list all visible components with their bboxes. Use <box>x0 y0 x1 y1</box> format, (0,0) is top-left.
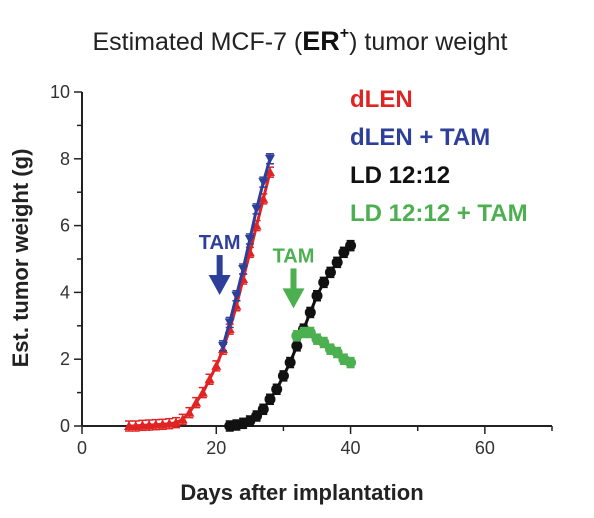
annotation-label: TAM <box>273 245 315 267</box>
data-point <box>304 326 316 338</box>
data-point <box>191 397 202 407</box>
data-point <box>244 234 255 244</box>
data-point <box>231 291 242 301</box>
legend: dLEN dLEN + TAM LD 12:12 LD 12:12 + TAM <box>350 86 528 227</box>
data-point <box>277 370 289 382</box>
data-point <box>338 246 350 258</box>
data-point <box>171 417 181 427</box>
data-point <box>184 407 195 417</box>
data-point <box>238 265 249 275</box>
data-point <box>318 337 330 348</box>
legend-entry: dLEN <box>350 86 413 113</box>
legend-entry: LD 12:12 <box>350 162 450 189</box>
data-point <box>291 340 303 352</box>
arrow-head <box>282 288 305 309</box>
data-point <box>345 240 357 252</box>
arrow-head <box>208 275 231 296</box>
y-tick-label: 10 <box>50 82 70 102</box>
data-point <box>204 374 215 384</box>
x-tick-label: 0 <box>77 438 87 458</box>
data-point <box>197 387 208 397</box>
y-tick-label: 6 <box>60 216 70 236</box>
x-tick-label: 40 <box>341 438 361 458</box>
x-tick-label: 60 <box>475 438 495 458</box>
data-point <box>150 419 161 429</box>
data-point <box>251 410 263 422</box>
data-point <box>311 290 323 302</box>
data-point <box>258 193 269 203</box>
series-ld-12-12-tam <box>291 326 357 369</box>
data-point <box>257 403 269 415</box>
series-dlen <box>124 166 275 432</box>
y-tick-label: 0 <box>60 416 70 436</box>
data-point <box>157 419 168 429</box>
tam-annotation: TAM <box>273 245 315 309</box>
data-point <box>331 256 343 268</box>
data-point <box>130 421 141 430</box>
series-ld-12-12 <box>224 239 357 432</box>
data-point <box>265 167 275 177</box>
data-point <box>218 341 228 351</box>
data-point <box>177 414 188 424</box>
y-tick-label: 4 <box>60 282 70 302</box>
data-point <box>345 357 357 369</box>
data-point <box>318 276 330 288</box>
data-point <box>258 178 269 188</box>
data-point <box>284 357 296 369</box>
legend-entry: LD 12:12 + TAM <box>350 200 528 227</box>
tam-annotation: TAM <box>199 232 241 296</box>
x-tick-label: 20 <box>206 438 226 458</box>
data-point <box>224 318 235 328</box>
data-point <box>211 360 222 370</box>
arrow-shaft <box>290 268 297 291</box>
data-point <box>144 419 155 429</box>
y-tick-label: 2 <box>60 349 70 369</box>
data-point <box>264 393 276 405</box>
data-point <box>251 220 262 230</box>
legend-entry: dLEN + TAM <box>350 124 490 151</box>
y-axis-label: Est. tumor weight (g) <box>8 149 33 368</box>
series-dlen-tam <box>218 153 275 352</box>
y-tick-label: 8 <box>60 149 70 169</box>
data-point <box>324 266 336 278</box>
chart-title: Estimated MCF-7 (ER+) tumor weight <box>92 25 507 56</box>
annotations: TAM TAM <box>199 232 315 309</box>
data-point <box>331 347 343 359</box>
data-point <box>271 383 283 395</box>
annotation-label: TAM <box>199 232 241 254</box>
arrow-shaft <box>216 255 223 278</box>
x-axis-label: Days after implantation <box>180 480 423 505</box>
data-point <box>304 306 316 318</box>
series-group <box>124 153 357 432</box>
data-point <box>265 154 275 164</box>
data-point <box>124 421 134 430</box>
data-point <box>137 420 148 430</box>
data-point <box>251 204 262 214</box>
